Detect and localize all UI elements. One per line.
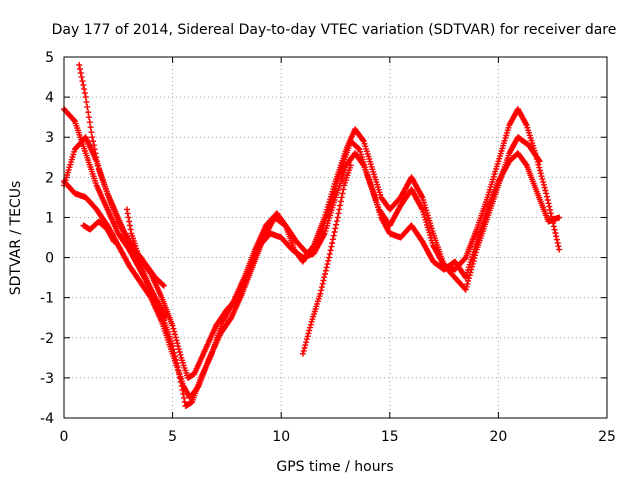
plot-frame [63,56,608,419]
y-axis-label: SDTVAR / TECUs [8,181,24,296]
y-tick-label: 1 [45,210,54,226]
series-5 [299,162,354,357]
x-tick-label: 5 [168,429,177,445]
chart-title: Day 177 of 2014, Sidereal Day-to-day VTE… [52,22,617,38]
y-tick-label: 0 [45,251,54,267]
x-tick-label: 20 [489,429,507,445]
y-tick-label: -1 [40,291,54,307]
y-tick-label: 3 [45,130,54,146]
y-tick-label: -3 [40,371,54,387]
series-markers [76,62,170,321]
y-tick-label: -2 [40,331,54,347]
series-markers [80,218,117,245]
x-axis-label: GPS time / hours [276,459,393,475]
y-tick-label: 2 [45,170,54,186]
y-tick-label: 5 [45,50,54,66]
data-points [61,62,563,409]
grid [64,57,607,418]
series-markers [299,162,354,357]
x-tick-label: 25 [598,429,616,445]
series-7 [124,206,167,289]
x-tick-label: 0 [60,429,69,445]
series-markers [124,206,167,289]
y-tick-label: -4 [40,411,54,427]
x-tick-label: 10 [272,429,290,445]
series-6 [80,218,117,245]
y-tick-label: 4 [45,90,54,106]
series-4 [76,62,170,321]
x-tick-label: 15 [381,429,399,445]
